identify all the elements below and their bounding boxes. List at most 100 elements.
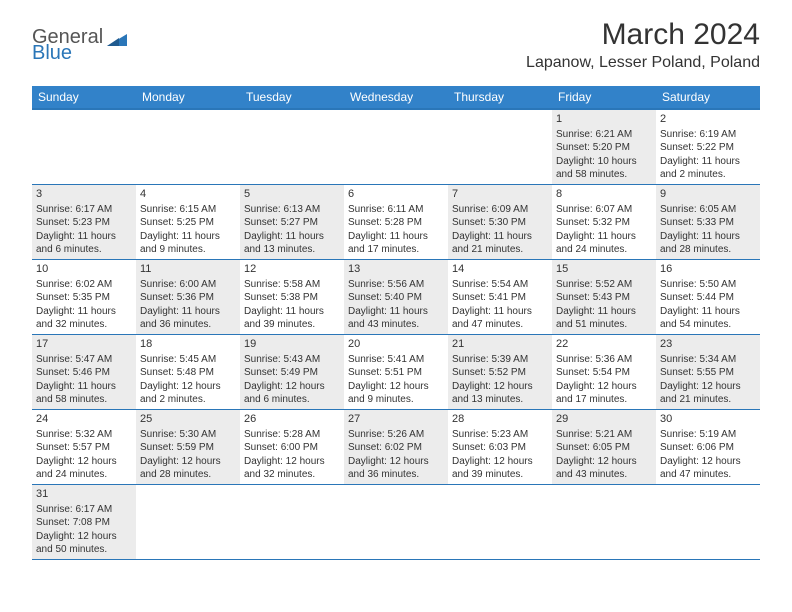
sunrise-text: Sunrise: 5:26 AM	[348, 428, 444, 442]
daylight-text: Daylight: 11 hours and 9 minutes.	[140, 230, 236, 257]
sail-icon	[107, 30, 127, 46]
sunrise-text: Sunrise: 6:13 AM	[244, 203, 340, 217]
day-number: 24	[36, 412, 132, 427]
sunrise-text: Sunrise: 6:21 AM	[556, 128, 652, 142]
day-cell: 28Sunrise: 5:23 AMSunset: 6:03 PMDayligh…	[448, 410, 552, 484]
day-cell: 15Sunrise: 5:52 AMSunset: 5:43 PMDayligh…	[552, 260, 656, 334]
empty-cell	[240, 110, 344, 184]
sunrise-text: Sunrise: 6:15 AM	[140, 203, 236, 217]
month-title: March 2024	[526, 18, 760, 52]
empty-cell	[32, 110, 136, 184]
day-cell: 19Sunrise: 5:43 AMSunset: 5:49 PMDayligh…	[240, 335, 344, 409]
logo-blue-wrap: Blue	[32, 42, 72, 65]
day-cell: 5Sunrise: 6:13 AMSunset: 5:27 PMDaylight…	[240, 185, 344, 259]
header: General March 2024 Lapanow, Lesser Polan…	[0, 0, 792, 80]
day-cell: 8Sunrise: 6:07 AMSunset: 5:32 PMDaylight…	[552, 185, 656, 259]
daylight-text: Daylight: 11 hours and 6 minutes.	[36, 230, 132, 257]
sunrise-text: Sunrise: 6:17 AM	[36, 503, 132, 517]
sunrise-text: Sunrise: 5:50 AM	[660, 278, 756, 292]
daylight-text: Daylight: 12 hours and 32 minutes.	[244, 455, 340, 482]
daylight-text: Daylight: 12 hours and 21 minutes.	[660, 380, 756, 407]
daylight-text: Daylight: 11 hours and 24 minutes.	[556, 230, 652, 257]
week-row: 1Sunrise: 6:21 AMSunset: 5:20 PMDaylight…	[32, 110, 760, 185]
day-cell: 13Sunrise: 5:56 AMSunset: 5:40 PMDayligh…	[344, 260, 448, 334]
daylight-text: Daylight: 11 hours and 39 minutes.	[244, 305, 340, 332]
day-cell: 17Sunrise: 5:47 AMSunset: 5:46 PMDayligh…	[32, 335, 136, 409]
sunset-text: Sunset: 5:27 PM	[244, 216, 340, 230]
daylight-text: Daylight: 10 hours and 58 minutes.	[556, 155, 652, 182]
daylight-text: Daylight: 11 hours and 21 minutes.	[452, 230, 548, 257]
sunrise-text: Sunrise: 5:45 AM	[140, 353, 236, 367]
day-cell: 4Sunrise: 6:15 AMSunset: 5:25 PMDaylight…	[136, 185, 240, 259]
sunset-text: Sunset: 5:40 PM	[348, 291, 444, 305]
sunrise-text: Sunrise: 6:11 AM	[348, 203, 444, 217]
day-cell: 22Sunrise: 5:36 AMSunset: 5:54 PMDayligh…	[552, 335, 656, 409]
sunset-text: Sunset: 6:02 PM	[348, 441, 444, 455]
daylight-text: Daylight: 12 hours and 24 minutes.	[36, 455, 132, 482]
sunrise-text: Sunrise: 5:39 AM	[452, 353, 548, 367]
day-number: 13	[348, 262, 444, 277]
day-header: Sunday	[32, 86, 136, 108]
day-number: 17	[36, 337, 132, 352]
sunset-text: Sunset: 6:06 PM	[660, 441, 756, 455]
sunset-text: Sunset: 5:59 PM	[140, 441, 236, 455]
daylight-text: Daylight: 12 hours and 17 minutes.	[556, 380, 652, 407]
empty-cell	[240, 485, 344, 559]
daylight-text: Daylight: 12 hours and 36 minutes.	[348, 455, 444, 482]
day-cell: 1Sunrise: 6:21 AMSunset: 5:20 PMDaylight…	[552, 110, 656, 184]
sunrise-text: Sunrise: 5:28 AM	[244, 428, 340, 442]
sunset-text: Sunset: 5:23 PM	[36, 216, 132, 230]
day-number: 27	[348, 412, 444, 427]
sunset-text: Sunset: 5:52 PM	[452, 366, 548, 380]
sunrise-text: Sunrise: 5:19 AM	[660, 428, 756, 442]
sunset-text: Sunset: 5:28 PM	[348, 216, 444, 230]
day-number: 25	[140, 412, 236, 427]
day-cell: 25Sunrise: 5:30 AMSunset: 5:59 PMDayligh…	[136, 410, 240, 484]
day-cell: 21Sunrise: 5:39 AMSunset: 5:52 PMDayligh…	[448, 335, 552, 409]
sunset-text: Sunset: 5:57 PM	[36, 441, 132, 455]
day-cell: 26Sunrise: 5:28 AMSunset: 6:00 PMDayligh…	[240, 410, 344, 484]
empty-cell	[136, 110, 240, 184]
daylight-text: Daylight: 11 hours and 36 minutes.	[140, 305, 236, 332]
day-number: 15	[556, 262, 652, 277]
sunrise-text: Sunrise: 6:02 AM	[36, 278, 132, 292]
day-number: 19	[244, 337, 340, 352]
daylight-text: Daylight: 11 hours and 32 minutes.	[36, 305, 132, 332]
location: Lapanow, Lesser Poland, Poland	[526, 54, 760, 72]
sunset-text: Sunset: 6:05 PM	[556, 441, 652, 455]
sunrise-text: Sunrise: 5:58 AM	[244, 278, 340, 292]
daylight-text: Daylight: 11 hours and 51 minutes.	[556, 305, 652, 332]
daylight-text: Daylight: 12 hours and 47 minutes.	[660, 455, 756, 482]
day-number: 18	[140, 337, 236, 352]
day-cell: 7Sunrise: 6:09 AMSunset: 5:30 PMDaylight…	[448, 185, 552, 259]
day-number: 6	[348, 187, 444, 202]
sunrise-text: Sunrise: 5:47 AM	[36, 353, 132, 367]
day-number: 10	[36, 262, 132, 277]
day-cell: 18Sunrise: 5:45 AMSunset: 5:48 PMDayligh…	[136, 335, 240, 409]
day-cell: 14Sunrise: 5:54 AMSunset: 5:41 PMDayligh…	[448, 260, 552, 334]
day-number: 7	[452, 187, 548, 202]
daylight-text: Daylight: 12 hours and 6 minutes.	[244, 380, 340, 407]
sunset-text: Sunset: 5:38 PM	[244, 291, 340, 305]
daylight-text: Daylight: 12 hours and 9 minutes.	[348, 380, 444, 407]
sunrise-text: Sunrise: 5:34 AM	[660, 353, 756, 367]
day-number: 30	[660, 412, 756, 427]
day-cell: 24Sunrise: 5:32 AMSunset: 5:57 PMDayligh…	[32, 410, 136, 484]
sunset-text: Sunset: 5:55 PM	[660, 366, 756, 380]
day-number: 8	[556, 187, 652, 202]
sunrise-text: Sunrise: 6:07 AM	[556, 203, 652, 217]
day-number: 29	[556, 412, 652, 427]
daylight-text: Daylight: 12 hours and 50 minutes.	[36, 530, 132, 557]
empty-cell	[448, 110, 552, 184]
day-cell: 20Sunrise: 5:41 AMSunset: 5:51 PMDayligh…	[344, 335, 448, 409]
sunrise-text: Sunrise: 5:54 AM	[452, 278, 548, 292]
week-row: 24Sunrise: 5:32 AMSunset: 5:57 PMDayligh…	[32, 410, 760, 485]
week-row: 3Sunrise: 6:17 AMSunset: 5:23 PMDaylight…	[32, 185, 760, 260]
day-header: Saturday	[656, 86, 760, 108]
daylight-text: Daylight: 11 hours and 13 minutes.	[244, 230, 340, 257]
day-cell: 29Sunrise: 5:21 AMSunset: 6:05 PMDayligh…	[552, 410, 656, 484]
day-cell: 30Sunrise: 5:19 AMSunset: 6:06 PMDayligh…	[656, 410, 760, 484]
sunrise-text: Sunrise: 6:17 AM	[36, 203, 132, 217]
sunset-text: Sunset: 5:44 PM	[660, 291, 756, 305]
sunset-text: Sunset: 5:49 PM	[244, 366, 340, 380]
